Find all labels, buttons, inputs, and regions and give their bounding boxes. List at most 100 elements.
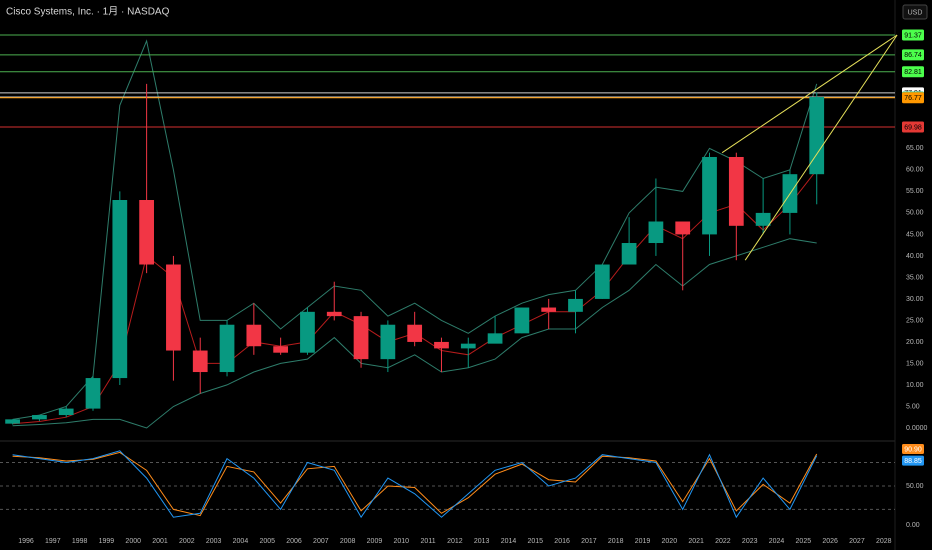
- x-tick-label: 1997: [45, 538, 61, 545]
- candle-body: [85, 378, 101, 409]
- candle-body: [380, 324, 396, 360]
- candle-body: [139, 200, 154, 265]
- x-tick-label: 2026: [822, 538, 838, 545]
- candle-body: [326, 311, 342, 317]
- y-tick-label: 45.00: [906, 231, 924, 238]
- value-tag: [902, 455, 924, 466]
- candle-body: [514, 307, 530, 334]
- price-tag: [902, 49, 924, 61]
- candle-body: [809, 97, 825, 175]
- candle-body: [219, 324, 235, 373]
- x-tick-label: 2022: [715, 538, 731, 545]
- candle-body: [728, 156, 744, 226]
- candle-body: [407, 324, 423, 342]
- candle-body: [32, 415, 47, 420]
- price-tag-label: 76.77: [904, 95, 922, 102]
- candle-body: [192, 350, 208, 373]
- candle-body: [166, 264, 181, 351]
- x-tick-label: 2023: [742, 538, 758, 545]
- price-tag: [902, 92, 924, 104]
- candle-body: [755, 212, 771, 226]
- y-tick-label: 60.00: [906, 167, 924, 174]
- x-tick-label: 2012: [447, 538, 463, 545]
- x-tick-label: 2020: [662, 538, 678, 545]
- candle-body: [5, 419, 20, 424]
- y-tick-label: 0.00: [906, 522, 920, 529]
- candle-body: [460, 343, 476, 349]
- x-tick-label: 2011: [421, 538, 436, 545]
- candle-body: [353, 316, 369, 360]
- x-tick-label: 2007: [313, 538, 329, 545]
- y-tick-label: 55.00: [906, 188, 924, 195]
- y-tick-label: 10.00: [906, 382, 924, 389]
- y-tick-label: 35.00: [906, 274, 924, 281]
- x-tick-label: 2024: [769, 538, 785, 545]
- candle-body: [487, 333, 503, 344]
- currency-label[interactable]: USD: [908, 9, 923, 16]
- candle-body: [541, 307, 557, 312]
- x-tick-label: 2015: [527, 538, 543, 545]
- x-tick-label: 2010: [393, 538, 409, 545]
- x-tick-label: 2019: [635, 538, 651, 545]
- candle-body: [112, 200, 128, 379]
- oscillator-line: [12, 450, 818, 519]
- candle-body: [621, 243, 637, 265]
- y-tick-label: 50.00: [906, 210, 924, 217]
- x-tick-label: 2017: [581, 538, 597, 545]
- y-tick-label: 30.00: [906, 296, 924, 303]
- y-tick-label: 65.00: [906, 145, 924, 152]
- candle-body: [273, 346, 289, 353]
- x-tick-label: 2016: [554, 538, 570, 545]
- candle-body: [246, 324, 262, 347]
- x-tick-label: 2014: [501, 538, 517, 545]
- value-tag: [902, 444, 924, 455]
- x-tick-label: 2000: [125, 538, 141, 545]
- candle-body: [594, 264, 610, 299]
- candle-body: [648, 221, 664, 244]
- y-tick-label: 15.00: [906, 360, 924, 367]
- candle-body: [300, 311, 315, 353]
- x-tick-label: 2003: [206, 538, 222, 545]
- x-tick-label: 2021: [688, 538, 704, 545]
- y-tick-label: 25.00: [906, 317, 924, 324]
- y-tick-label: 20.00: [906, 339, 924, 346]
- x-tick-label: 2002: [179, 538, 195, 545]
- candle-body: [434, 341, 449, 349]
- chart-title: Cisco Systems, Inc. · 1月 · NASDAQ: [6, 6, 170, 18]
- x-tick-label: 2009: [367, 538, 383, 545]
- price-tag-label: 86.74: [904, 52, 922, 59]
- x-tick-label: 2006: [286, 538, 302, 545]
- x-tick-label: 2027: [849, 538, 865, 545]
- price-tag: [902, 29, 924, 41]
- x-tick-label: 2004: [233, 538, 249, 545]
- oscillator-line: [12, 451, 818, 517]
- x-tick-label: 2008: [340, 538, 356, 545]
- y-tick-label: 5.00: [906, 403, 920, 410]
- y-tick-label: 0.0000: [906, 425, 928, 432]
- x-tick-label: 2025: [796, 538, 812, 545]
- value-tag-label: 90.90: [904, 446, 922, 453]
- indicator-line: [12, 39, 818, 420]
- x-tick-label: 1996: [18, 538, 34, 545]
- price-tag: [902, 121, 924, 133]
- x-tick-label: 1999: [99, 538, 115, 545]
- x-tick-label: 1998: [72, 538, 88, 545]
- y-tick-label: 50.00: [906, 483, 924, 490]
- trend-line: [721, 34, 898, 154]
- currency-button[interactable]: [902, 4, 928, 20]
- trend-line: [744, 34, 898, 261]
- price-tag-label: 91.37: [904, 32, 922, 39]
- price-tag-label: 82.81: [904, 69, 922, 76]
- value-tag-label: 88.85: [904, 458, 922, 465]
- x-tick-label: 2001: [152, 538, 168, 545]
- price-tag: [902, 66, 924, 78]
- candle-body: [568, 298, 583, 312]
- x-tick-label: 2013: [474, 538, 490, 545]
- candle-body: [675, 221, 691, 235]
- candle-body: [702, 156, 717, 235]
- x-tick-label: 2028: [876, 538, 892, 545]
- y-tick-label: 40.00: [906, 253, 924, 260]
